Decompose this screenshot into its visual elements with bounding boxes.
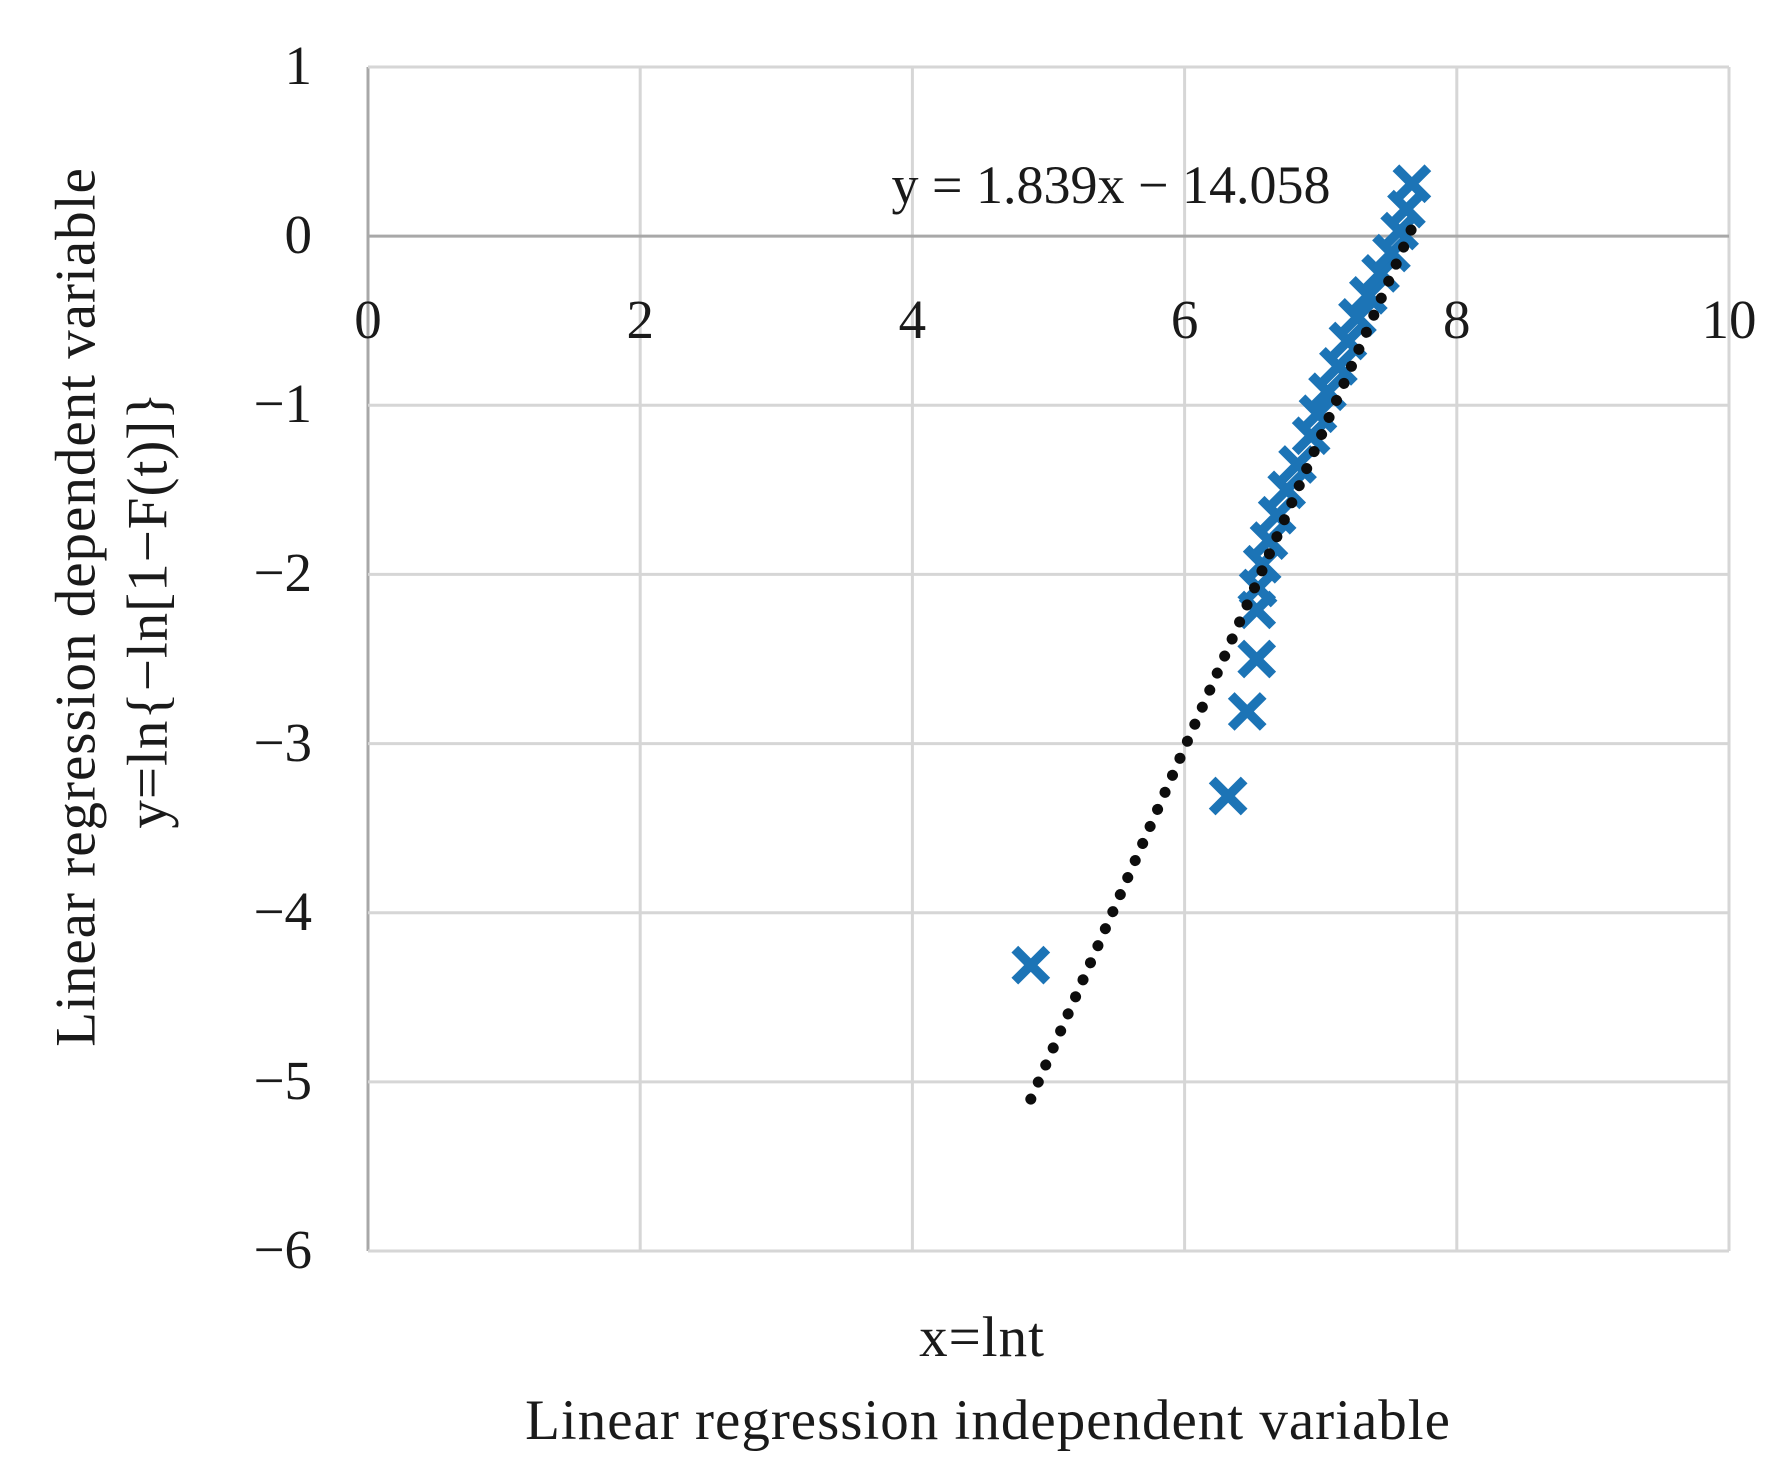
y-axis-title: Linear regression dependent variable bbox=[44, 167, 108, 1047]
y-tick-label: −4 bbox=[253, 880, 312, 942]
y-tick-label: −1 bbox=[253, 373, 312, 435]
data-point-marker bbox=[1227, 692, 1267, 731]
x-tick-label: 4 bbox=[898, 289, 927, 350]
data-point-marker bbox=[1319, 347, 1358, 386]
data-point-marker bbox=[1298, 394, 1338, 434]
x-tick-label: 6 bbox=[1170, 289, 1199, 350]
x-axis-subtitle: x=lnt bbox=[919, 1306, 1045, 1369]
data-point-marker bbox=[1249, 521, 1289, 560]
data-point-marker bbox=[1011, 945, 1051, 985]
y-tick-label: 0 bbox=[284, 204, 313, 266]
data-point-marker bbox=[1392, 164, 1432, 204]
y-tick-label: −3 bbox=[253, 711, 312, 773]
x-tick-label: 10 bbox=[1701, 289, 1757, 350]
data-point-marker bbox=[1237, 639, 1277, 679]
trendline-dotted bbox=[1025, 219, 1419, 1105]
x-tick-label: 0 bbox=[354, 289, 382, 350]
data-point-marker bbox=[1267, 470, 1307, 510]
trendline-equation-label: y = 1.839x − 14.058 bbox=[891, 155, 1331, 215]
data-point-marker bbox=[1278, 445, 1317, 484]
y-tick-label: −2 bbox=[253, 542, 312, 604]
gridlines bbox=[366, 65, 1731, 1253]
x-tick-label: 2 bbox=[626, 289, 654, 350]
x-axis-title: Linear regression independent variable bbox=[525, 1389, 1451, 1452]
data-point-marker bbox=[1208, 776, 1248, 816]
data-point-marker bbox=[1348, 275, 1388, 315]
y-tick-label: −5 bbox=[253, 1050, 312, 1112]
y-tick-label: −6 bbox=[253, 1219, 312, 1281]
y-axis-subtitle: y=ln{−ln[1−F(t)]} bbox=[116, 391, 180, 829]
x-tick-label: 8 bbox=[1443, 289, 1471, 350]
y-tick-label: 1 bbox=[284, 35, 313, 97]
